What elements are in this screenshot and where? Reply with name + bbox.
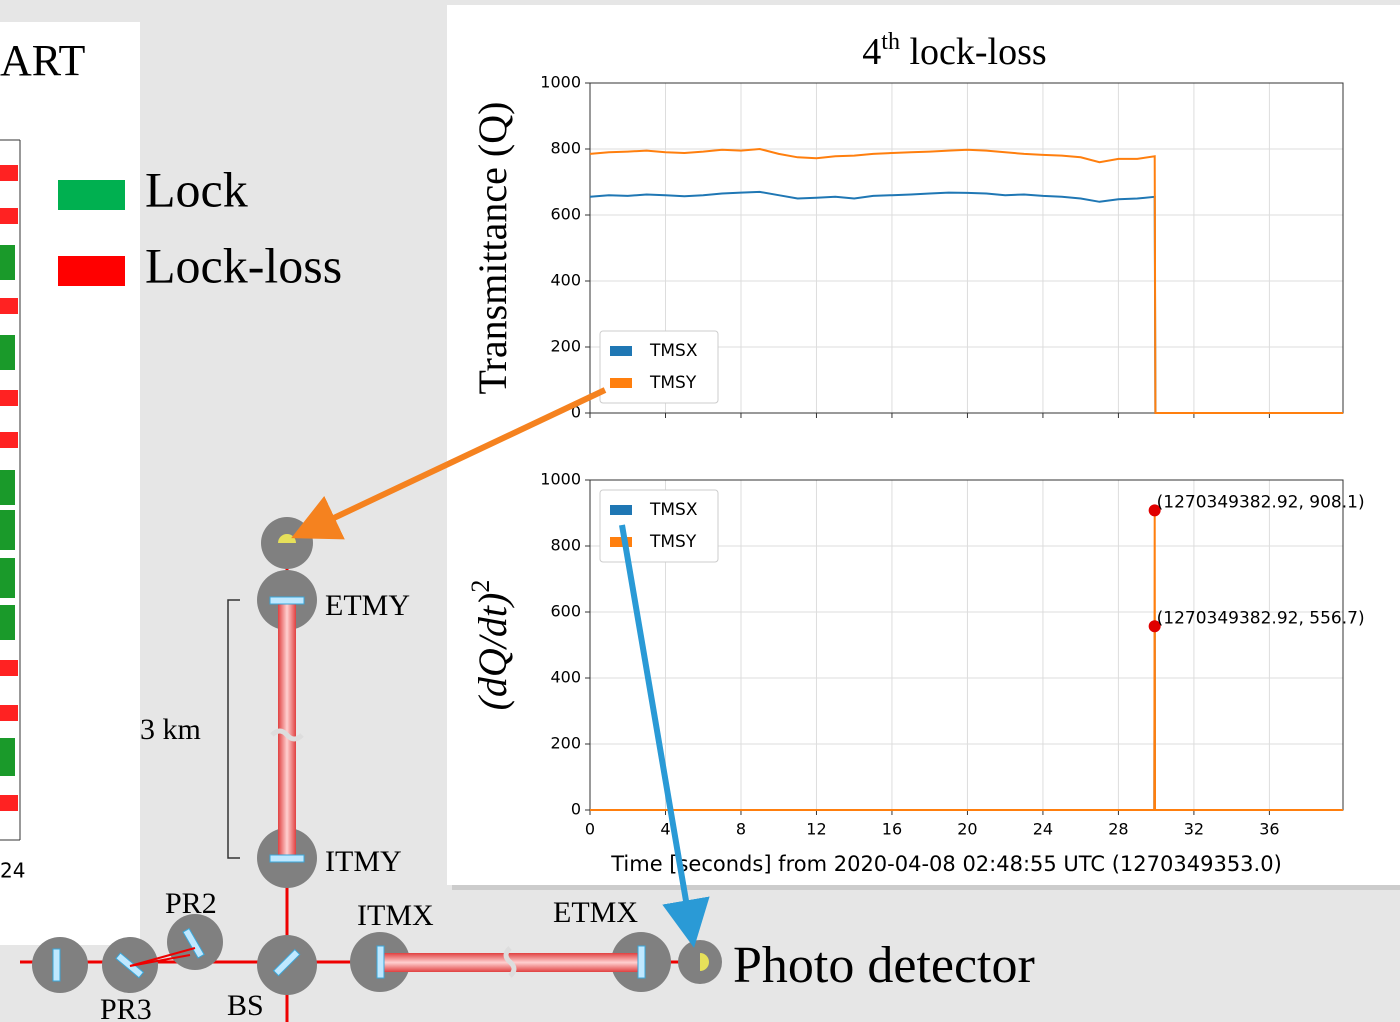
left-panel: ART 24 xyxy=(0,22,140,945)
x-tick-label: 8 xyxy=(736,820,746,839)
legend-label: TMSY xyxy=(649,373,697,393)
legend-label: TMSY xyxy=(649,532,697,552)
legend-label: Lock-loss xyxy=(145,237,342,293)
label-exponent: 2 xyxy=(466,580,495,593)
legend-swatch xyxy=(58,180,125,210)
label: ETMX xyxy=(553,896,638,929)
y-tick-label: 1000 xyxy=(540,73,581,92)
y-tick-label: 200 xyxy=(550,337,581,356)
x-tick-label: 12 xyxy=(806,820,826,839)
x-tick-label: 32 xyxy=(1184,820,1204,839)
y-axis-label: Transmittance (Q) xyxy=(470,102,515,395)
legend-label: TMSX xyxy=(649,341,698,361)
title-part: 4 xyxy=(862,31,881,73)
label: PR3 xyxy=(100,993,152,1022)
bracket xyxy=(228,600,240,858)
y-tick-label: 400 xyxy=(550,668,581,687)
legend-swatch xyxy=(610,537,632,547)
legend-swatch xyxy=(610,378,632,388)
label-text: Transmittance (Q) xyxy=(470,102,515,395)
y-tick-label: 800 xyxy=(550,139,581,158)
y-tick-label: 800 xyxy=(550,536,581,555)
legend-label: Lock xyxy=(145,161,248,217)
page: {"slide":{"left_panel":{"title":"ART","t… xyxy=(0,0,1400,1022)
y-tick-label: 400 xyxy=(550,271,581,290)
annotation: (1270349382.92, 556.7) xyxy=(1157,608,1365,628)
y-tick-label: 600 xyxy=(550,205,581,224)
x-tick-label: 0 xyxy=(585,820,595,839)
x-tick-label: 4 xyxy=(660,820,670,839)
x-tick-label: 36 xyxy=(1259,820,1279,839)
label: ETMY xyxy=(325,589,410,622)
y-tick-label: 200 xyxy=(550,734,581,753)
y-axis-label: (dQ/dt)2 xyxy=(466,580,515,711)
y-tick-label: 1000 xyxy=(540,470,581,489)
label: ITMX xyxy=(357,899,434,932)
legend-swatch xyxy=(610,505,632,515)
x-tick-label: 28 xyxy=(1108,820,1128,839)
panel-bg xyxy=(0,22,140,945)
label: BS xyxy=(227,989,264,1022)
legend-label: TMSX xyxy=(649,500,698,520)
tick-label: 24 xyxy=(0,859,25,883)
legend-swatch xyxy=(58,256,125,286)
label: ITMY xyxy=(325,845,402,878)
x-tick-label: 20 xyxy=(957,820,977,839)
break xyxy=(272,731,302,739)
legend-swatch xyxy=(610,346,632,356)
title-part: th xyxy=(881,29,900,55)
title-part: lock-loss xyxy=(900,31,1047,73)
slide: ART 24 LockLock-loss xyxy=(0,0,1400,1022)
x-tick-label: 24 xyxy=(1033,820,1053,839)
panel-title: ART xyxy=(0,36,85,85)
label: 3 km xyxy=(140,713,201,746)
annotation: (1270349382.92, 908.1) xyxy=(1157,492,1365,512)
label-text: (dQ/dt) xyxy=(470,593,515,711)
x-axis-label: Time [seconds] from 2020-04-08 02:48:55 … xyxy=(610,852,1282,876)
label: PR2 xyxy=(165,887,217,920)
x-tick-label: 16 xyxy=(882,820,902,839)
y-tick-label: 600 xyxy=(550,602,581,621)
label: Photo detector xyxy=(733,937,1035,994)
y-tick-label: 0 xyxy=(571,800,581,819)
